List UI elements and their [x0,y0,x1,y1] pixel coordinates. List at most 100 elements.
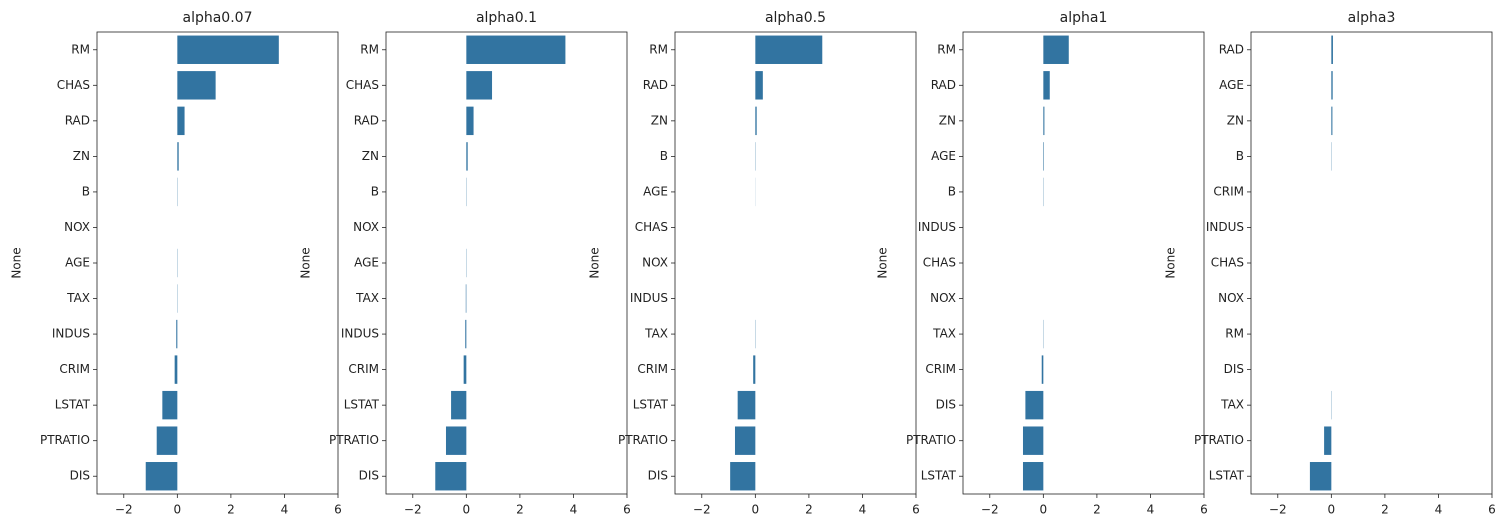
y-axis-label: None [299,247,313,278]
y-tick-label: NOX [1218,291,1244,305]
y-tick-label: AGE [65,256,90,270]
bar [1043,71,1050,100]
y-tick-label: RM [649,42,668,56]
y-tick-label: TAX [1220,398,1244,412]
y-tick-label: PTRATIO [40,433,90,447]
bar [174,355,178,384]
y-tick-label: CRIM [637,362,668,376]
bar [465,319,467,349]
bar [1043,142,1044,171]
x-tick-label: 6 [912,503,920,517]
bar [1309,462,1332,491]
y-tick-label: LSTAT [921,469,957,483]
bar [1043,106,1045,136]
bar [1043,35,1069,64]
bar [466,106,474,136]
y-tick-label: LSTAT [633,398,669,412]
y-tick-label: RAD [643,78,668,92]
x-tick-label: 0 [1040,503,1048,517]
x-tick-label: 2 [1093,503,1101,517]
bar [435,462,467,491]
y-tick-label: B [82,184,90,198]
y-tick-label: LSTAT [344,398,380,412]
bar [465,284,467,313]
y-tick-label: CHAS [635,220,668,234]
bar [162,390,178,420]
panel-title: alpha0.07 [183,10,253,26]
y-tick-label: AGE [643,184,668,198]
bar [1324,426,1332,455]
bar [176,319,178,349]
y-tick-label: INDUS [630,291,668,305]
y-axis-label: None [1164,247,1178,278]
y-tick-label: PTRATIO [1194,433,1244,447]
bar [451,390,467,420]
y-tick-label: CHAS [346,78,379,92]
y-tick-label: RM [1225,327,1244,341]
y-tick-label: B [1236,149,1244,163]
panel-title: alpha0.1 [476,10,537,26]
axes-frame [1250,31,1493,495]
x-tick-label: 2 [1381,503,1389,517]
y-tick-label: ZN [651,113,668,127]
x-tick-label: 2 [805,503,813,517]
y-tick-label: DIS [359,469,379,483]
y-tick-label: INDUS [918,220,956,234]
y-tick-label: LSTAT [1209,469,1245,483]
y-tick-label: DIS [936,398,956,412]
bar [177,142,179,171]
x-tick-label: 0 [463,503,471,517]
bar [466,71,493,100]
axes-frame [96,31,339,495]
bar [753,355,756,384]
panel-title: alpha3 [1348,10,1396,26]
y-axis-label: None [588,247,602,278]
x-tick-label: −2 [693,503,711,517]
y-tick-label: PTRATIO [906,433,956,447]
y-tick-label: TAX [932,327,956,341]
bar [445,426,467,455]
bar [755,71,763,100]
x-tick-label: 6 [1200,503,1208,517]
axes-frame [674,31,917,495]
y-tick-label: RAD [931,78,956,92]
x-tick-label: 2 [516,503,524,517]
bar [177,71,216,100]
x-tick-label: 4 [281,503,289,517]
bar [1025,390,1044,420]
axes-frame [962,31,1205,495]
y-tick-label: AGE [354,256,379,270]
bar [1022,426,1044,455]
y-tick-label: DIS [70,469,90,483]
bar [755,35,823,64]
y-tick-label: NOX [642,256,668,270]
y-tick-label: CRIM [925,362,956,376]
bar [1022,462,1044,491]
y-axis-label: None [10,247,24,278]
y-tick-label: INDUS [52,327,90,341]
bar [737,390,756,420]
y-tick-label: AGE [931,149,956,163]
y-tick-label: CRIM [348,362,379,376]
y-tick-label: ZN [939,113,956,127]
bar [1331,71,1333,100]
x-tick-label: 4 [570,503,578,517]
x-tick-label: 0 [752,503,760,517]
x-tick-label: −2 [1269,503,1287,517]
x-tick-label: 2 [227,503,235,517]
x-tick-label: 6 [334,503,342,517]
bar [755,106,757,136]
x-tick-label: −2 [115,503,133,517]
bar [466,35,566,64]
bar [463,355,467,384]
y-tick-label: RAD [354,113,379,127]
y-tick-label: AGE [1219,78,1244,92]
bar [734,426,756,455]
bar [1331,106,1333,136]
y-tick-label: INDUS [1206,220,1244,234]
bar [145,462,178,491]
panel-title: alpha1 [1060,10,1108,26]
x-tick-label: −2 [404,503,422,517]
x-tick-label: 6 [1488,503,1496,517]
